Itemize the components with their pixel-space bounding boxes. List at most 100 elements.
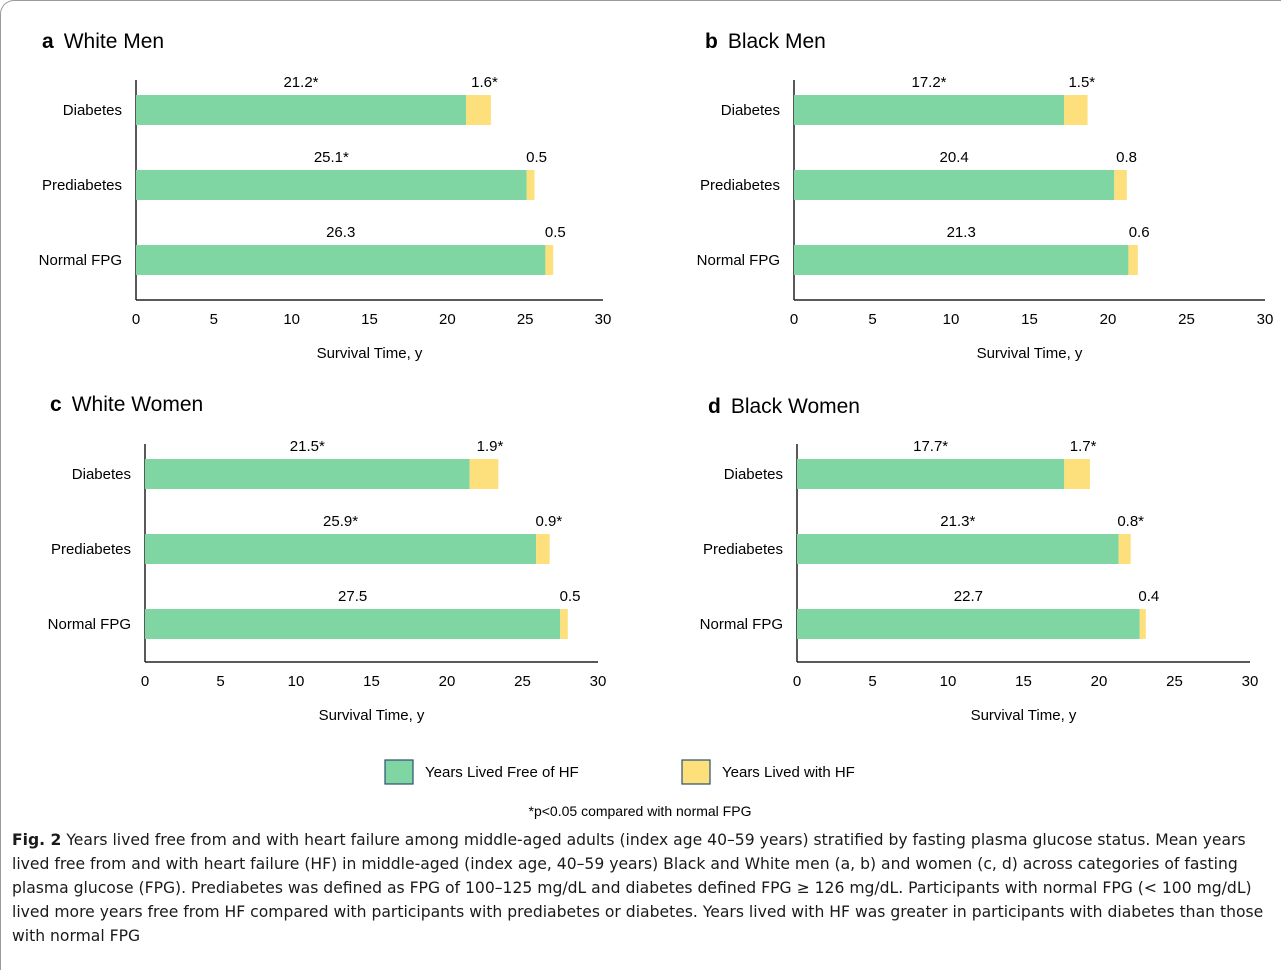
x-tick-label: 10 [288, 673, 305, 690]
bar-free-of-hf [797, 534, 1119, 564]
panel-title: c White Women [50, 393, 203, 416]
panel-title-text: White Men [64, 30, 164, 53]
panel-black-women: d Black Women Diabetes 17.7* 1.7* Prediabetes… [700, 395, 1259, 724]
data-label-free-of-hf: 25.9* [323, 513, 358, 530]
bar-with-hf [469, 459, 499, 489]
data-label-free-of-hf: 22.7 [954, 588, 983, 605]
legend-label-with-hf: Years Lived with HF [722, 764, 855, 781]
data-label-free-of-hf: 17.2* [911, 74, 946, 91]
data-label-free-of-hf: 21.5* [290, 438, 325, 455]
data-label-free-of-hf: 27.5 [338, 588, 367, 605]
data-label-free-of-hf: 20.4 [940, 149, 969, 166]
bar-free-of-hf [797, 459, 1065, 489]
data-label-free-of-hf: 17.7* [913, 438, 948, 455]
data-label-with-hf: 0.4 [1138, 588, 1159, 605]
x-axis-label: Survival Time, y [317, 345, 423, 362]
x-tick-label: 30 [590, 673, 607, 690]
panel-title: d Black Women [708, 395, 860, 418]
category-label: Normal FPG [697, 252, 780, 269]
bar-free-of-hf [794, 170, 1115, 200]
x-tick-label: 20 [1091, 673, 1108, 690]
data-label-with-hf: 1.7* [1070, 438, 1097, 455]
data-label-with-hf: 0.9* [536, 513, 563, 530]
bar-with-hf [1064, 459, 1090, 489]
figure-caption: Fig. 2 Years lived free from and with he… [12, 828, 1274, 948]
x-axis-label: Survival Time, y [971, 707, 1077, 724]
category-label: Prediabetes [51, 541, 131, 558]
bar-free-of-hf [145, 609, 561, 639]
data-label-with-hf: 0.5 [545, 224, 566, 241]
category-label: Normal FPG [700, 616, 783, 633]
x-axis-label: Survival Time, y [319, 707, 425, 724]
category-label: Diabetes [72, 466, 131, 483]
data-label-with-hf: 1.6* [471, 74, 498, 91]
panel-title-text: White Women [72, 393, 204, 416]
legend-swatch-with-hf [681, 759, 711, 785]
x-tick-label: 0 [793, 673, 801, 690]
chart-canvas: a White Men Diabetes 21.2* 1.6* Prediabetes 25… [39, 30, 1274, 819]
panel-white-men: a White Men Diabetes 21.2* 1.6* Prediabetes 25… [39, 30, 612, 362]
panel-letter: a [42, 30, 54, 53]
data-label-with-hf: 0.5 [526, 149, 547, 166]
data-label-free-of-hf: 21.2* [283, 74, 318, 91]
category-label: Normal FPG [39, 252, 122, 269]
x-tick-label: 0 [141, 673, 149, 690]
bar-with-hf [1114, 170, 1127, 200]
panel-letter: c [50, 393, 62, 416]
data-label-free-of-hf: 21.3 [947, 224, 976, 241]
panel-title-text: Black Men [728, 30, 826, 53]
bar-with-hf [1064, 95, 1088, 125]
bar-with-hf [526, 170, 535, 200]
x-tick-label: 0 [132, 311, 140, 328]
x-tick-label: 10 [940, 673, 957, 690]
bar-free-of-hf [136, 95, 467, 125]
x-tick-label: 30 [1257, 311, 1274, 328]
category-label: Normal FPG [48, 616, 131, 633]
x-tick-label: 20 [439, 673, 456, 690]
caption-text: Years lived free from and with heart fai… [12, 831, 1264, 945]
data-label-with-hf: 0.5 [560, 588, 581, 605]
x-tick-label: 20 [439, 311, 456, 328]
footnote: *p<0.05 compared with normal FPG [529, 803, 752, 819]
data-label-with-hf: 0.6 [1129, 224, 1150, 241]
bar-with-hf [560, 609, 568, 639]
category-label: Diabetes [63, 102, 122, 119]
bar-free-of-hf [794, 245, 1129, 275]
x-tick-label: 15 [361, 311, 378, 328]
caption-label: Fig. 2 [12, 831, 62, 849]
data-label-with-hf: 0.8 [1116, 149, 1137, 166]
bar-with-hf [1118, 534, 1131, 564]
panel-white-women: c White Women Diabetes 21.5* 1.9* Prediabetes… [48, 393, 607, 724]
x-tick-label: 5 [216, 673, 224, 690]
x-tick-label: 25 [514, 673, 531, 690]
x-tick-label: 5 [210, 311, 218, 328]
x-tick-label: 25 [1166, 673, 1183, 690]
bar-free-of-hf [136, 245, 546, 275]
x-tick-label: 15 [363, 673, 380, 690]
data-label-free-of-hf: 26.3 [326, 224, 355, 241]
category-label: Diabetes [724, 466, 783, 483]
data-label-free-of-hf: 21.3* [940, 513, 975, 530]
x-tick-label: 15 [1021, 311, 1038, 328]
panel-title: b Black Men [705, 30, 826, 53]
x-tick-label: 5 [868, 311, 876, 328]
bar-free-of-hf [145, 534, 537, 564]
x-tick-label: 30 [595, 311, 612, 328]
x-tick-label: 5 [868, 673, 876, 690]
panel-letter: b [705, 30, 718, 53]
panel-title-text: Black Women [731, 395, 860, 418]
x-tick-label: 25 [517, 311, 534, 328]
data-label-with-hf: 1.5* [1068, 74, 1095, 91]
bar-with-hf [466, 95, 491, 125]
x-axis-label: Survival Time, y [977, 345, 1083, 362]
bar-free-of-hf [797, 609, 1140, 639]
x-tick-label: 15 [1015, 673, 1032, 690]
x-tick-label: 30 [1242, 673, 1259, 690]
data-label-free-of-hf: 25.1* [314, 149, 349, 166]
bar-free-of-hf [794, 95, 1065, 125]
legend-label-free-of-hf: Years Lived Free of HF [425, 764, 579, 781]
data-label-with-hf: 0.8* [1117, 513, 1144, 530]
panel-black-men: b Black Men Diabetes 17.2* 1.5* Prediabetes 20… [697, 30, 1274, 362]
x-tick-label: 20 [1100, 311, 1117, 328]
bar-with-hf [545, 245, 554, 275]
